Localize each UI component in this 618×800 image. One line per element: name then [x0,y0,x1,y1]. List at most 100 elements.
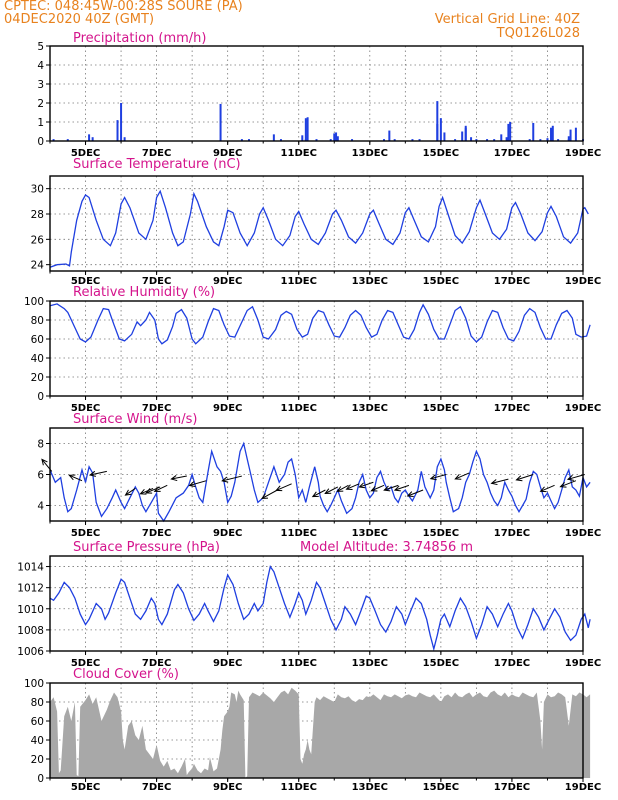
x-tick-label: 13DEC [352,276,388,287]
precip-bar [301,135,304,141]
wind-arrow-head [559,481,567,488]
panel-6: 0 20 40 60 80 100 5DEC 7DEC 9DEC 11DEC 13DEC 15DEC 1… [24,667,601,793]
series-line [49,303,591,345]
wind-arrow [540,484,555,492]
y-tick-label: 1 [37,117,44,129]
x-tick-label: 11DEC [281,782,317,793]
wind-arrow-head [139,488,147,495]
x-tick-label: 15DEC [423,276,459,287]
wind-arrow [407,489,424,497]
series-line [49,189,589,268]
wind-arrow [346,483,360,490]
wind-arrow [337,484,349,492]
precip-bar [219,103,222,141]
panel-title: Surface Pressure (hPa) [73,540,220,555]
x-tick-label: 9DEC [213,528,242,539]
y-tick-label: 4 [37,501,44,513]
y-tick-label: 1008 [17,625,44,637]
precip-bar [461,131,464,141]
x-tick-label: 17DEC [494,276,530,287]
precip-bar [306,117,309,141]
y-tick-label: 80 [31,697,44,709]
precip-bar [475,139,478,141]
precip-bar [52,139,55,141]
wind-arrow-head [124,489,132,496]
wind-arrow [276,483,292,491]
wind-arrow-head [345,484,353,490]
wind-arrow-head [221,476,229,483]
precip-bar [388,130,391,141]
y-tick-label: 80 [31,315,44,327]
precip-bar [539,139,542,141]
series-line [49,441,591,523]
wind-arrow-head [566,474,574,481]
y-tick-label: 8 [37,439,44,451]
precip-bar [335,132,338,141]
y-tick-label: 60 [31,334,44,346]
x-tick-label: 7DEC [142,403,171,414]
precip-bar [454,139,457,141]
plot-frame [49,555,584,652]
panel-title: Precipitation (mm/h) [73,31,206,46]
wind-arrow-head [370,485,378,492]
y-tick-label: 1014 [17,562,44,574]
wind-arrow-head [393,485,401,492]
wind-arrow-head [275,485,283,492]
precip-bar [569,129,572,141]
x-tick-label: 11DEC [281,528,317,539]
y-tick-label: 2 [37,98,44,110]
precip-bar [336,136,339,141]
precip-bar [411,139,414,141]
plot-frame [49,427,584,522]
x-tick-label: 13DEC [352,148,388,159]
x-tick-label: 13DEC [352,782,388,793]
precip-bar [443,132,446,141]
wind-arrow [171,475,187,480]
y-tick-label: 6 [37,470,44,482]
wind-arrow [516,474,534,481]
x-tick-label: 5DEC [71,528,100,539]
precip-bar [418,139,421,141]
precip-bar [304,118,307,141]
x-tick-label: 9DEC [213,658,242,669]
precip-bar [551,125,554,141]
wind-arrow-head [261,493,269,499]
precip-bar [351,139,354,141]
wind-arrow-head [454,474,462,480]
x-tick-label: 17DEC [494,148,530,159]
wind-arrow [384,484,399,491]
x-tick-label: 19DEC [565,782,601,793]
precip-bar [66,139,69,141]
y-tick-label: 1012 [17,583,44,595]
y-tick-label: 5 [37,41,44,53]
x-tick-label: 7DEC [142,148,171,159]
panel-title: Surface Wind (m/s) [73,412,197,427]
wind-arrow [394,484,410,491]
precip-bar [383,139,386,141]
panel-2: 24 26 28 30 5DEC 7DEC 9DEC 11DEC 13DEC 15DEC 17DEC… [31,157,602,287]
x-tick-label: 11DEC [281,658,317,669]
y-tick-label: 4 [37,60,44,72]
wind-arrow [222,475,242,482]
wind-arrow-head [311,491,319,498]
x-tick-label: 9DEC [213,403,242,414]
wind-arrow [89,470,107,476]
wind-arrow-head [188,481,196,488]
precip-bar [557,139,560,141]
wind-arrow [312,489,326,498]
wind-arrow-head [153,486,161,492]
precip-bar [470,137,473,141]
x-tick-label: 19DEC [565,148,601,159]
wind-arrow-head [429,474,437,481]
wind-arrow [567,474,585,480]
precip-bar [315,139,318,141]
panel-title: Cloud Cover (%) [73,667,179,682]
y-tick-label: 40 [31,735,44,747]
precip-bar [333,133,336,141]
panel-title: Surface Temperature (nC) [73,157,241,172]
y-tick-label: 60 [31,716,44,728]
precip-bar [116,120,119,141]
y-tick-label: 20 [31,372,44,384]
x-tick-label: 9DEC [213,782,242,793]
